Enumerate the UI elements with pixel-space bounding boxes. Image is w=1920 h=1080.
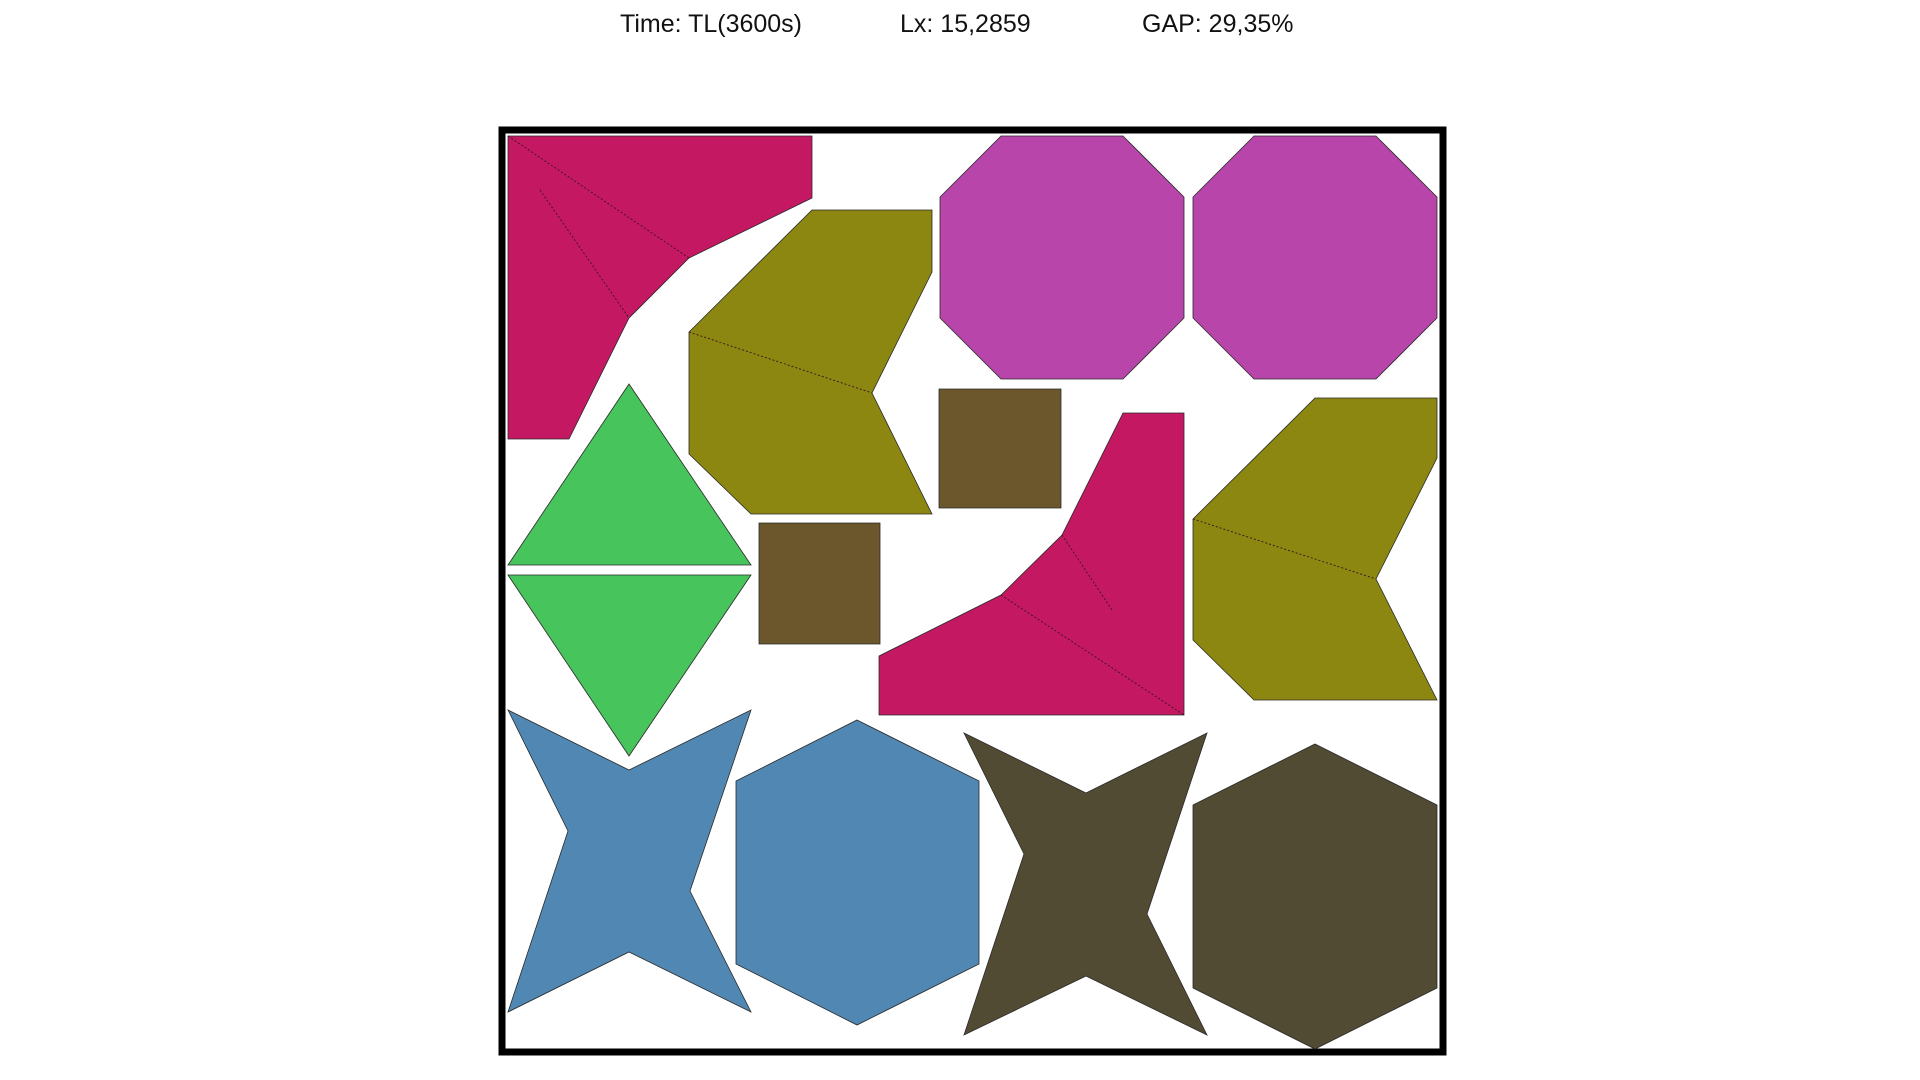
star-piece-2: [963, 732, 1208, 1036]
triangle-piece-down: [507, 574, 752, 757]
chevron-piece-top: [688, 209, 933, 515]
time-readout: Time: TL(3600s): [620, 10, 803, 38]
star-piece-1: [507, 709, 752, 1013]
octagon-piece-2: [1192, 135, 1438, 380]
piece-cut-line: [1000, 594, 1185, 716]
piece-cut-line: [1061, 534, 1113, 611]
piece-cut-line: [1192, 518, 1377, 580]
square-piece-1: [938, 388, 1062, 509]
l-shape-piece-top-left: [507, 135, 813, 440]
container-border: [498, 126, 1447, 1056]
piece-cut-line: [539, 189, 630, 319]
piece-cut-line: [507, 135, 690, 259]
hexagon-piece-2: [1192, 743, 1438, 1050]
octagon-piece-1: [939, 135, 1185, 380]
lx-readout: Lx: 15,2859: [900, 10, 1031, 38]
hexagon-piece-1: [735, 719, 980, 1026]
gap-readout: GAP: 29,35%: [1142, 10, 1294, 38]
square-piece-2: [758, 522, 881, 645]
cut-lines: [507, 135, 1377, 716]
piece-cut-line: [688, 331, 873, 394]
pieces-layer: [507, 135, 1438, 1050]
l-shape-piece-middle: [878, 412, 1185, 716]
chevron-piece-right: [1192, 397, 1438, 701]
triangle-piece-up: [507, 383, 752, 566]
